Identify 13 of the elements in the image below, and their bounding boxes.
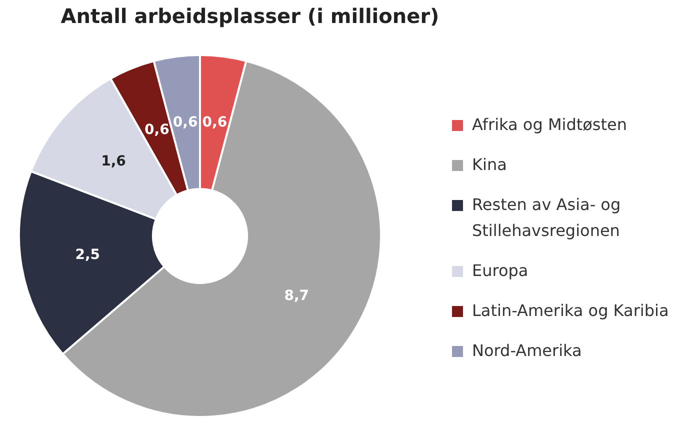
data-label: 0,6 [144, 122, 170, 138]
data-label: 0,6 [172, 114, 198, 131]
chart-title: Antall arbeidsplasser (i millioner) [60, 4, 440, 28]
data-label: 8,7 [284, 288, 310, 304]
legend-label: Europa [471, 260, 530, 282]
legend-label: Afrika og Midtøsten [471, 114, 628, 136]
data-label: 0,6 [202, 114, 228, 131]
legend-label: Resten av Asia- og Stillehavsregionen [471, 194, 622, 242]
legend-label: Kina [471, 154, 508, 176]
legend-label: Nord-Amerika [471, 340, 583, 362]
data-label: 2,5 [75, 247, 100, 264]
legend-label: Latin-Amerika og Karibia [471, 300, 670, 322]
data-label: 1,6 [101, 153, 126, 170]
